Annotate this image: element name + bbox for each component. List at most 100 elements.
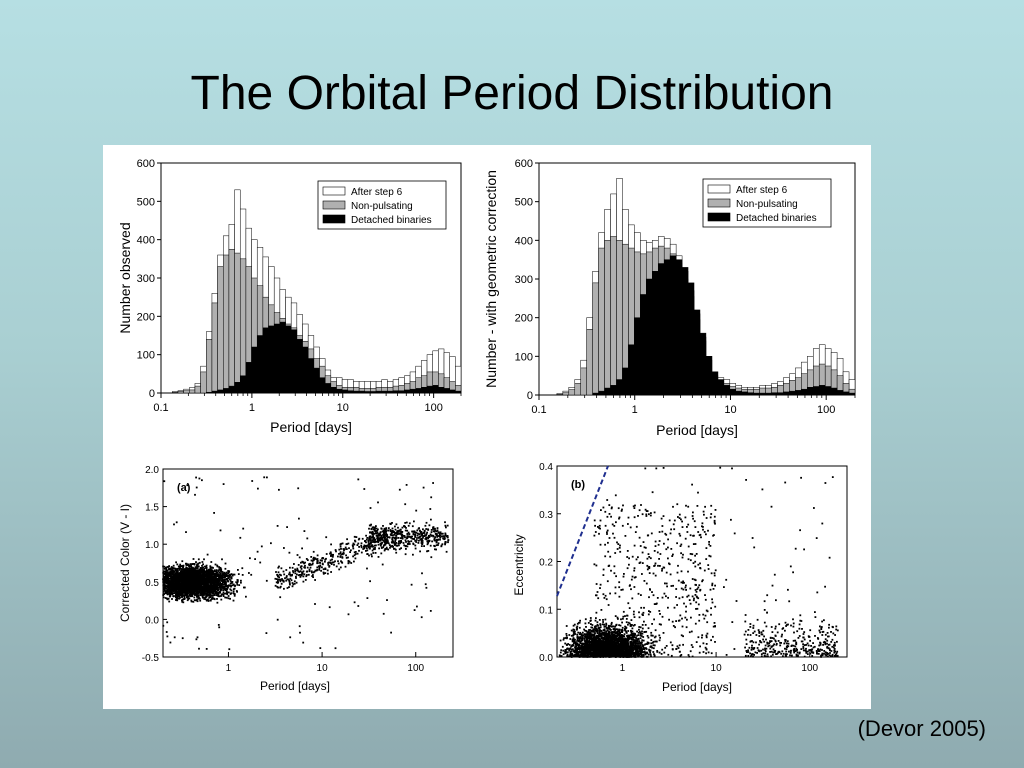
scatter-point xyxy=(165,575,167,577)
scatter-point xyxy=(434,533,437,535)
scatter-point xyxy=(394,540,397,543)
scatter-point xyxy=(166,589,168,591)
scatter-point xyxy=(173,636,176,639)
scatter-point xyxy=(167,566,169,568)
y-tick-label: 0.0 xyxy=(145,615,159,626)
scatter-point xyxy=(211,598,213,600)
scatter-point xyxy=(576,639,579,642)
scatter-point xyxy=(392,531,395,533)
scatter-point xyxy=(319,562,321,564)
scatter-point xyxy=(186,574,189,577)
hist-bar xyxy=(610,236,617,396)
scatter-point xyxy=(191,577,194,580)
scatter-point xyxy=(340,561,343,563)
scatter-point xyxy=(174,579,177,581)
scatter-point xyxy=(167,581,170,583)
scatter-point xyxy=(162,574,165,577)
scatter-point xyxy=(176,563,179,566)
scatter-point xyxy=(345,557,348,559)
scatter-point xyxy=(188,565,190,567)
scatter-point xyxy=(177,569,179,572)
scatter-point xyxy=(386,542,389,544)
scatter-point xyxy=(377,533,380,535)
scatter-point xyxy=(199,573,202,576)
scatter-point xyxy=(214,591,217,594)
scatter-point xyxy=(220,579,223,581)
scatter-point xyxy=(180,582,183,584)
scatter-point xyxy=(298,625,301,628)
scatter-point xyxy=(197,579,200,582)
legend-swatch xyxy=(322,186,346,196)
scatter-point xyxy=(591,624,594,626)
scatter-point xyxy=(411,530,414,533)
scatter-point xyxy=(216,587,219,589)
scatter-point xyxy=(219,577,222,579)
scatter-point xyxy=(383,536,386,539)
scatter-point xyxy=(308,563,311,566)
scatter-point xyxy=(206,570,209,573)
scatter-point xyxy=(375,527,378,530)
scatter-point xyxy=(641,627,644,630)
scatter-point xyxy=(330,543,332,546)
scatter-point xyxy=(570,656,573,658)
scatter-point xyxy=(179,570,182,573)
scatter-point xyxy=(189,578,192,581)
scatter-point xyxy=(210,582,213,584)
scatter-point xyxy=(276,574,279,577)
scatter-point xyxy=(381,563,384,566)
scatter-point xyxy=(189,567,192,570)
scatter-point xyxy=(283,547,285,549)
scatter-point xyxy=(427,529,430,531)
hist-bar xyxy=(568,389,576,396)
scatter-point xyxy=(373,538,375,541)
scatter-point xyxy=(365,545,368,547)
scatter-point xyxy=(379,544,382,547)
scatter-point xyxy=(435,540,438,543)
scatter-point xyxy=(199,582,202,585)
scatter-point xyxy=(327,561,330,564)
scatter-point xyxy=(201,561,204,563)
scatter-point xyxy=(204,596,206,599)
scatter-point xyxy=(444,524,447,527)
scatter-point xyxy=(414,547,417,550)
scatter-point xyxy=(229,580,232,582)
scatter-point xyxy=(568,648,570,650)
scatter-color-points xyxy=(162,476,450,651)
hist-bar xyxy=(347,390,354,394)
scatter-point xyxy=(436,536,439,538)
scatter-point xyxy=(225,577,228,580)
scatter-point xyxy=(360,542,363,545)
scatter-point xyxy=(281,579,283,581)
scatter-point xyxy=(206,553,209,556)
scatter-point xyxy=(403,525,405,528)
scatter-point xyxy=(190,576,193,579)
scatter-point xyxy=(301,547,303,550)
scatter-point xyxy=(208,581,211,584)
scatter-point xyxy=(200,571,203,574)
scatter-point xyxy=(278,576,280,579)
scatter-point xyxy=(188,587,191,590)
scatter-point xyxy=(236,580,239,583)
scatter-point xyxy=(191,575,194,577)
scatter-point xyxy=(324,572,327,574)
scatter-point xyxy=(178,584,181,587)
scatter-point xyxy=(162,584,165,587)
scatter-point xyxy=(249,557,251,560)
scatter-point xyxy=(279,580,282,583)
scatter-point xyxy=(321,557,323,560)
scatter-point xyxy=(205,574,207,577)
scatter-point xyxy=(439,531,442,534)
scatter-point xyxy=(314,603,316,605)
scatter-point xyxy=(202,596,205,599)
scatter-point xyxy=(213,597,215,600)
scatter-point xyxy=(325,553,328,555)
scatter-point xyxy=(330,554,332,557)
scatter-point xyxy=(375,544,377,547)
scatter-point xyxy=(179,588,182,591)
hist-bar xyxy=(604,240,611,396)
scatter-point xyxy=(441,543,444,546)
scatter-point xyxy=(217,583,220,586)
scatter-point xyxy=(346,538,348,541)
scatter-point xyxy=(651,646,653,649)
scatter-point xyxy=(405,541,407,543)
